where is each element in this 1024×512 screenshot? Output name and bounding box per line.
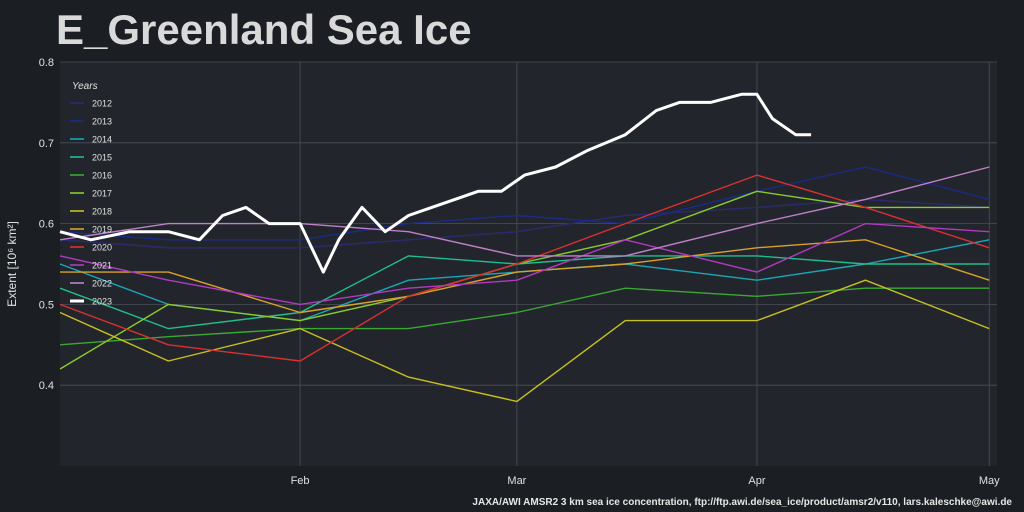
chart-title: E_Greenland Sea Ice: [56, 6, 472, 53]
legend-label-2015: 2015: [92, 153, 112, 163]
x-tick-label: Feb: [291, 475, 310, 487]
y-tick-label: 0.4: [39, 380, 54, 392]
series-line-2023: [59, 92, 812, 274]
series-line-2021: [59, 222, 990, 306]
legend-label-2021: 2021: [92, 261, 112, 271]
legend-label-2016: 2016: [92, 171, 112, 181]
y-tick-label: 0.7: [39, 138, 54, 150]
legend-label-2012: 2012: [92, 99, 112, 109]
legend-label-2018: 2018: [92, 207, 112, 217]
legend-label-2022: 2022: [92, 279, 112, 289]
series-line-2019: [60, 239, 990, 314]
legend-label-2023: 2023: [92, 297, 112, 307]
series-group: [59, 92, 990, 403]
legend-label-2013: 2013: [92, 117, 112, 127]
y-axis-label: Extent [10⁶ km²]: [5, 221, 19, 307]
x-tick-label: May: [979, 475, 1000, 487]
x-tick-label: Apr: [748, 475, 765, 487]
legend-label-2019: 2019: [92, 225, 112, 235]
plot-area: [60, 62, 997, 466]
series-line-2016: [59, 287, 990, 346]
legend-label-2014: 2014: [92, 135, 112, 145]
y-tick-label: 0.6: [39, 219, 54, 231]
y-tick-label: 0.5: [39, 299, 54, 311]
x-tick-label: Mar: [507, 475, 526, 487]
source-credit: JAXA/AWI AMSR2 3 km sea ice concentratio…: [472, 497, 1012, 508]
legend: Years 2012 2013 2014 2015 2016 2017 2018 2019 202…: [70, 81, 112, 307]
axes: 0.4 0.5 0.6 0.7 0.8 Feb Mar Apr May: [39, 57, 1000, 487]
y-tick-label: 0.8: [39, 57, 54, 69]
legend-title: Years: [72, 81, 98, 92]
legend-label-2020: 2020: [92, 243, 112, 253]
series-line-2022: [59, 166, 990, 257]
series-line-2020: [59, 174, 990, 362]
legend-label-2017: 2017: [92, 189, 112, 199]
series-line-2013: [59, 166, 990, 241]
